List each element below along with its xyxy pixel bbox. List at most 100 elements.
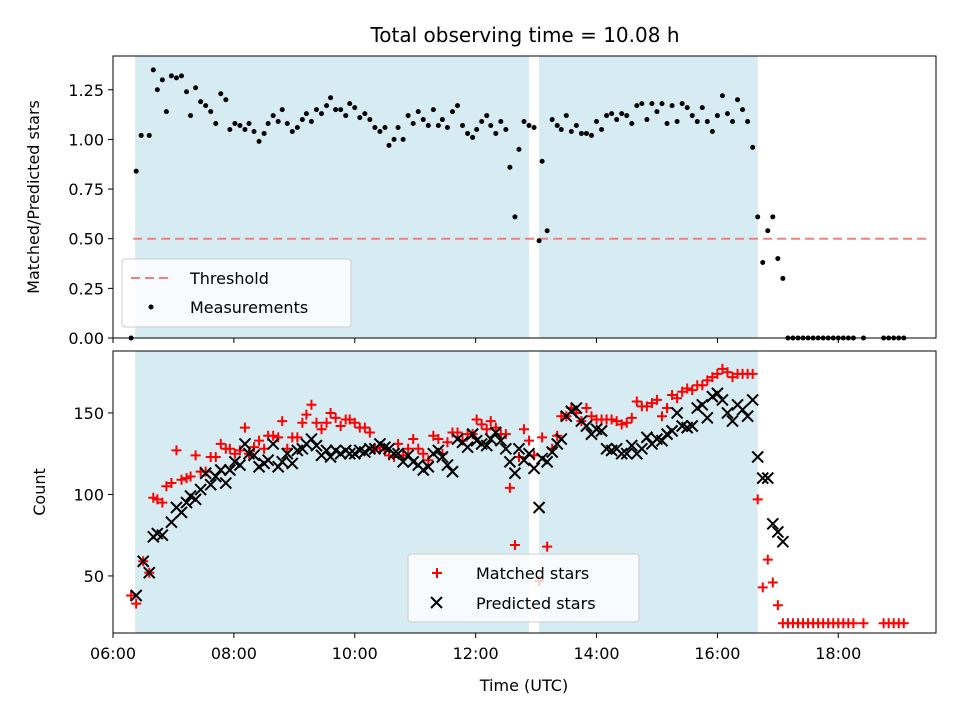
matched-star-point bbox=[747, 368, 758, 379]
top-panel: 0.00 0.25 0.50 0.75 1.00 1.25 Matched/Predict… bbox=[24, 55, 937, 348]
matched-star-point bbox=[335, 420, 346, 431]
measurement-point bbox=[324, 103, 330, 109]
predicted-star-point bbox=[517, 454, 531, 467]
measurement-point bbox=[554, 123, 560, 129]
top-y-axis: 0.00 0.25 0.50 0.75 1.00 1.25 bbox=[68, 81, 113, 348]
predicted-star-point bbox=[363, 442, 377, 456]
matched-star-point bbox=[229, 448, 240, 459]
matched-star-point bbox=[413, 443, 424, 454]
measurement-point bbox=[265, 121, 271, 127]
measurement-point bbox=[760, 260, 766, 266]
predicted-star-point bbox=[746, 393, 759, 407]
measurement-point bbox=[218, 91, 224, 97]
predicted-star-point bbox=[286, 457, 299, 470]
measurement-point bbox=[256, 138, 262, 144]
predicted-star-point bbox=[701, 411, 714, 425]
predicted-star-point bbox=[194, 483, 207, 496]
matched-star-point bbox=[662, 403, 673, 414]
measurement-point bbox=[531, 124, 537, 130]
y-tick-label: 0.00 bbox=[68, 329, 104, 348]
shaded-interval bbox=[539, 56, 758, 338]
measurement-point bbox=[261, 130, 267, 136]
measurement-point bbox=[614, 117, 620, 123]
measurement-point bbox=[609, 111, 615, 117]
measurement-point bbox=[203, 103, 209, 109]
predicted-star-point bbox=[503, 455, 517, 469]
measurement-point bbox=[395, 124, 401, 130]
predicted-star-point bbox=[391, 447, 405, 460]
top-legend-box bbox=[121, 258, 352, 328]
predicted-star-point bbox=[580, 419, 593, 433]
measurement-point bbox=[188, 113, 194, 119]
measurement-point bbox=[163, 109, 169, 115]
matched-star-point bbox=[282, 443, 293, 454]
matched-star-point bbox=[157, 497, 168, 508]
matched-star-point bbox=[767, 577, 778, 588]
predicted-legend-swatch bbox=[430, 596, 443, 609]
measurement-point bbox=[740, 107, 746, 113]
matched-star-point bbox=[428, 430, 439, 441]
measurement-point bbox=[193, 85, 199, 91]
matched-star-point bbox=[537, 432, 548, 443]
predicted-star-point bbox=[696, 398, 709, 411]
predicted-star-point bbox=[466, 427, 479, 441]
predicted-star-point bbox=[180, 496, 193, 509]
matched-star-point bbox=[581, 403, 592, 414]
matched-star-point bbox=[682, 383, 693, 394]
measurement-point bbox=[503, 126, 509, 132]
matched-star-point bbox=[364, 427, 375, 438]
measurement-point bbox=[460, 123, 466, 129]
predicted-star-point bbox=[570, 401, 583, 415]
measurement-point bbox=[405, 113, 411, 119]
predicted-star-point bbox=[281, 447, 294, 460]
measurement-point bbox=[270, 113, 276, 119]
matched-star-point bbox=[316, 424, 327, 435]
measurement-point bbox=[539, 158, 545, 164]
measurement-point bbox=[319, 111, 325, 117]
matched-star-point bbox=[641, 401, 652, 412]
matched-star-point bbox=[717, 363, 728, 374]
matched-star-point bbox=[542, 541, 553, 552]
measurement-point bbox=[146, 132, 152, 138]
matched-star-point bbox=[500, 429, 511, 440]
predicted-star-point bbox=[615, 447, 628, 460]
measurement-point bbox=[558, 126, 564, 132]
matched-star-point bbox=[433, 434, 444, 445]
predicted-star-point bbox=[741, 409, 754, 423]
predicted-star-point bbox=[238, 437, 252, 451]
predicted-star-point bbox=[527, 462, 541, 475]
measurement-point bbox=[357, 115, 363, 121]
measurement-point bbox=[474, 126, 480, 132]
matched-star-point bbox=[757, 582, 768, 593]
matched-star-point bbox=[631, 396, 642, 407]
measurement-point bbox=[549, 117, 555, 123]
predicted-star-point bbox=[489, 426, 502, 439]
measurement-point bbox=[294, 124, 300, 130]
matched-star-point bbox=[707, 372, 718, 383]
predicted-star-point bbox=[771, 525, 785, 539]
matched-star-point bbox=[452, 427, 463, 438]
measurement-point bbox=[639, 101, 645, 107]
matched-legend-label: Matched stars bbox=[476, 564, 589, 583]
matched-star-point bbox=[687, 385, 698, 396]
matched-star-point bbox=[403, 443, 414, 454]
predicted-star-point bbox=[247, 449, 261, 462]
measurement-point bbox=[516, 146, 522, 152]
matched-star-point bbox=[210, 451, 221, 462]
predicted-star-point bbox=[721, 406, 734, 420]
matched-star-point bbox=[254, 435, 265, 446]
measurement-point bbox=[198, 99, 204, 105]
measurement-point bbox=[299, 117, 305, 123]
matched-star-point bbox=[518, 424, 529, 435]
measurement-point bbox=[634, 103, 640, 109]
measurement-point bbox=[465, 130, 471, 136]
x-tick-label: 06:00 bbox=[90, 644, 136, 663]
matched-star-point bbox=[176, 474, 187, 485]
x-tick-label: 18:00 bbox=[815, 644, 861, 663]
measurement-point bbox=[498, 119, 504, 125]
matched-star-point bbox=[239, 422, 250, 433]
matched-star-point bbox=[408, 434, 419, 445]
measurement-point bbox=[568, 128, 574, 134]
measurement-point bbox=[709, 128, 715, 134]
predicted-star-point bbox=[761, 471, 774, 485]
